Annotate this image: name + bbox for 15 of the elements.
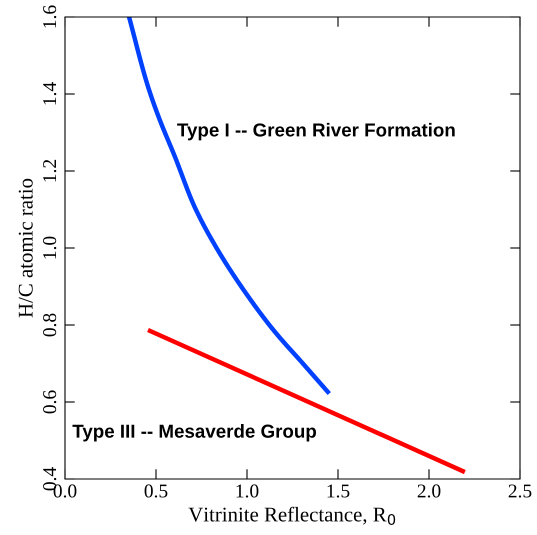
x-tick-label: 1.5 [328,484,350,498]
x-tick-label: 1.0 [236,484,258,498]
annotation: Type I -- Green River Formation [177,122,455,140]
x-tick-label: 2.5 [508,484,532,498]
y-tick-label: 1.2 [43,160,56,182]
x-tick-label: 0.5 [144,484,168,498]
y-axis-title: H/C atomic ratio [18,178,33,318]
x-axis-title: Vitrinite Reflectance, R$_{0}$ [188,506,396,526]
y-tick-label: 1.6 [43,5,56,28]
annotation: Type III -- Mesaverde Group [72,424,316,442]
y-tick-label: 0.8 [43,314,56,336]
y-tick-label: 0.6 [43,390,56,414]
y-tick-label: 1.0 [43,236,56,258]
y-tick-label: 1.4 [43,82,56,104]
x-tick-label: 2.0 [418,484,440,498]
